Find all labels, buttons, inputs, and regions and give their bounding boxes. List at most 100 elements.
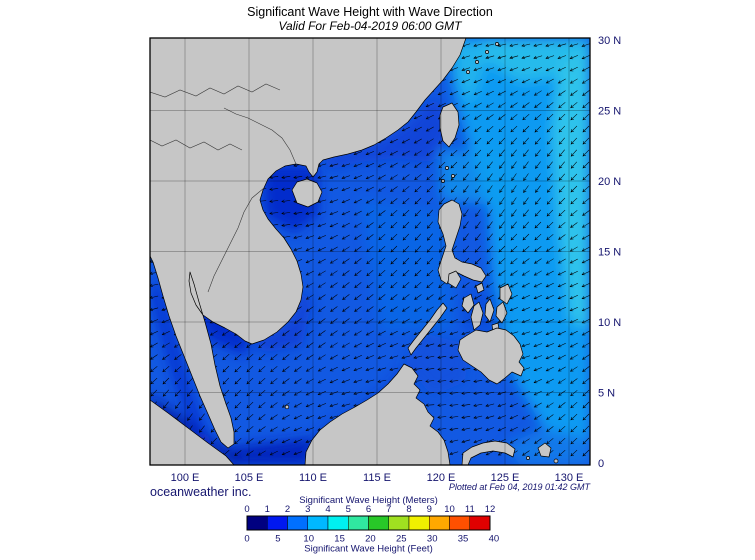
meter-tick-label: 5 [346,504,351,515]
lat-tick-label: 20 N [598,176,621,188]
meter-tick-label: 8 [406,504,411,515]
landmass-negros [470,301,484,331]
colorbar-segment [449,515,470,531]
landmass-samar [499,283,513,305]
landmass-mainland-asia [150,38,467,449]
landmass-panay [461,293,475,314]
landmasses [150,38,559,465]
lat-tick-label: 30 N [598,35,621,47]
landmass-mindanao [457,327,525,385]
wave-height-region [552,50,590,330]
meter-tick-label: 7 [386,504,391,515]
landmass-taiwan [439,102,460,148]
plotted-timestamp: Plotted at Feb 04, 2019 01:42 GMT [449,482,592,492]
wave-height-region [440,150,520,208]
lon-tick-label: 125 E [491,472,520,484]
map-frame [149,37,591,466]
longitude-axis-labels: 100 E 105 E 110 E 115 E 120 E 125 E 130 E [171,472,584,484]
landmass-mindoro [447,270,462,289]
lon-tick-label: 105 E [235,472,264,484]
small-island [445,166,449,170]
small-island [451,174,455,178]
landmass-luzon [437,199,487,285]
landmass-masbate [475,282,485,294]
lon-tick-label: 115 E [363,472,391,484]
legend-title-feet: Significant Wave Height (Feet) [304,544,432,555]
feet-tick-label: 30 [427,534,438,545]
meter-tick-label: 6 [366,504,371,515]
feet-tick-label: 10 [303,534,314,545]
landmass-sulawesi [461,440,516,465]
small-island [466,70,470,74]
lon-tick-label: 110 E [299,472,327,484]
latitude-axis-labels: 30 N 25 N 20 N 15 N 10 N 5 N 0 [598,35,621,470]
colorbar-segment [408,515,430,531]
colorbar-legend: Significant Wave Height (Meters) Signifi… [244,495,499,555]
meter-tick-label: 3 [305,504,310,515]
lat-tick-label: 0 [598,458,604,470]
feet-tick-label: 35 [458,534,469,545]
landmass-leyte [495,301,508,324]
landmass-borneo [304,363,451,465]
meter-tick-label: 12 [485,504,496,515]
landmass-halmahera [537,442,552,458]
small-island [495,42,499,46]
small-island [475,60,479,64]
colorbar-segment [348,515,369,531]
meter-tick-label: 10 [444,504,455,515]
meter-tick-label: 1 [265,504,270,515]
oceanweather-brand: oceanweather inc. [150,485,251,499]
feet-tick-label: 20 [365,534,376,545]
lat-tick-label: 25 N [598,106,621,118]
meter-tick-label: 2 [285,504,290,515]
lon-tick-label: 130 E [555,472,584,484]
colorbar-segment [469,515,491,531]
colorbar-segment [388,515,410,531]
small-island [485,50,489,54]
wave-height-region [151,278,216,452]
figure-valid-time: Valid For Feb-04-2019 06:00 GMT [279,19,464,33]
wave-height-region [480,38,590,82]
feet-tick-label: 15 [334,534,345,545]
meter-tick-label: 0 [244,504,249,515]
country-border-line [207,187,265,293]
meter-tick-label: 11 [465,504,475,515]
colorbar-segment [246,515,268,531]
figure-title: Significant Wave Height with Wave Direct… [247,5,493,19]
landmass-sumatra [150,399,235,465]
colorbar-segment [267,515,288,531]
lat-tick-label: 15 N [598,247,621,259]
land-borders [150,83,297,293]
feet-tick-label: 5 [275,534,280,545]
small-island [284,404,290,410]
colorbar-frame [246,515,491,531]
lat-tick-label: 5 N [598,388,615,400]
wave-height-region [404,332,470,396]
country-border-line [150,139,243,151]
feet-tick-label: 0 [244,534,249,545]
meter-tick-label: 9 [427,504,432,515]
legend-title-meters: Significant Wave Height (Meters) [299,495,438,506]
landmass-cebu [484,298,495,323]
country-border-line [223,107,297,165]
lon-tick-label: 120 E [427,472,456,484]
small-island [526,456,530,460]
map-canvas [150,38,590,465]
lon-tick-label: 100 E [171,472,200,484]
colorbar-segment [287,515,308,531]
lat-tick-label: 10 N [598,317,621,329]
colorbar-segment [327,515,349,531]
graticule [150,38,590,465]
landmass-palawan [407,302,448,356]
colorbar-segment [307,515,329,531]
colorbar-segment [368,515,389,531]
small-island [553,458,559,464]
feet-tick-label: 25 [396,534,407,545]
country-border-line [150,83,281,98]
colorbar-segment [429,515,450,531]
wave-height-region [455,40,487,104]
feet-tick-label: 40 [489,534,500,545]
meter-tick-label: 4 [325,504,330,515]
